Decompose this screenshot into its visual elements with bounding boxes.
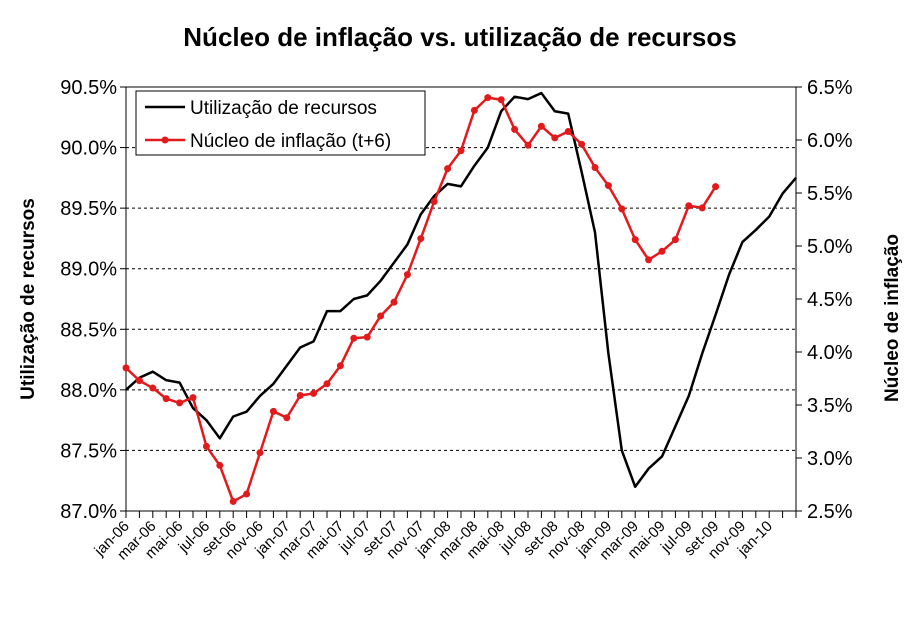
- y-right-tick-label: 6.5%: [807, 77, 853, 99]
- y-left-tick-label: 89.5%: [60, 198, 117, 220]
- y-right-tick-label: 4.0%: [807, 342, 853, 364]
- data-point-nucleo: [122, 364, 130, 372]
- data-point-nucleo: [631, 236, 639, 244]
- data-point-nucleo: [283, 414, 291, 422]
- data-point-nucleo: [618, 205, 626, 213]
- data-point-nucleo: [229, 497, 237, 505]
- data-point-nucleo: [658, 247, 666, 255]
- series-layer: [122, 91, 797, 505]
- data-point-nucleo: [189, 394, 197, 402]
- series-line-utilizacao: [125, 91, 797, 489]
- y-left-tick-label: 88.0%: [60, 380, 117, 402]
- data-point-nucleo: [202, 442, 210, 450]
- y-axis-right-label: Núcleo de inflação: [882, 234, 903, 402]
- legend-label-utilizacao: Utilização de recursos: [190, 98, 377, 119]
- data-point-nucleo: [363, 333, 371, 341]
- y-right-tick-label: 5.5%: [807, 183, 853, 205]
- data-point-nucleo: [403, 271, 411, 279]
- data-point-nucleo: [497, 96, 505, 104]
- legend: Utilização de recursos Núcleo de inflaçã…: [135, 90, 426, 156]
- data-point-nucleo: [269, 407, 277, 415]
- y-right-tick-label: 6.0%: [807, 130, 853, 152]
- data-point-nucleo: [524, 141, 532, 149]
- chart-title: Núcleo de inflação vs. utilização de rec…: [183, 22, 736, 52]
- y-right-tick-label: 3.5%: [807, 395, 853, 417]
- y-left-tick-label: 90.0%: [60, 138, 117, 160]
- data-point-nucleo: [470, 106, 478, 114]
- data-point-nucleo: [591, 164, 599, 172]
- legend-marker-nucleo: [161, 136, 169, 144]
- data-point-nucleo: [377, 312, 385, 320]
- data-point-nucleo: [243, 490, 251, 498]
- data-point-nucleo: [578, 140, 586, 148]
- data-point-nucleo: [685, 202, 693, 210]
- data-point-nucleo: [162, 395, 170, 403]
- data-point-nucleo: [149, 384, 157, 392]
- y-left-tick-label: 89.0%: [60, 259, 117, 281]
- data-point-nucleo: [135, 377, 143, 385]
- data-point-nucleo: [256, 449, 264, 457]
- data-point-nucleo: [417, 235, 425, 243]
- data-point-nucleo: [564, 128, 572, 136]
- data-point-nucleo: [350, 334, 358, 342]
- y-right-tick-label: 5.0%: [807, 236, 853, 258]
- data-point-nucleo: [430, 197, 438, 205]
- y-axis-left-label: Utilização de recursos: [18, 198, 39, 400]
- data-point-nucleo: [511, 125, 519, 133]
- data-point-nucleo: [698, 204, 706, 212]
- data-point-nucleo: [712, 183, 720, 191]
- data-point-nucleo: [671, 236, 679, 244]
- y-axis-left-ticks: 87.0% 87.5% 88.0% 88.5% 89.0% 89.5% 90.0% 90.5%: [60, 77, 126, 523]
- data-point-nucleo: [310, 389, 318, 397]
- y-right-tick-label: 4.5%: [807, 289, 853, 311]
- data-point-nucleo: [537, 122, 545, 130]
- y-left-tick-label: 87.5%: [60, 440, 117, 462]
- data-point-nucleo: [323, 380, 331, 388]
- data-point-nucleo: [296, 391, 304, 399]
- y-right-tick-label: 2.5%: [807, 501, 853, 523]
- y-left-tick-label: 87.0%: [60, 501, 117, 523]
- data-point-nucleo: [390, 298, 398, 306]
- data-point-nucleo: [551, 134, 559, 142]
- data-point-nucleo: [457, 147, 465, 155]
- series-line-nucleo: [125, 96, 717, 503]
- y-left-tick-label: 88.5%: [60, 319, 117, 341]
- data-point-nucleo: [216, 461, 224, 469]
- legend-label-nucleo: Núcleo de inflação (t+6): [190, 131, 391, 152]
- y-right-tick-label: 3.0%: [807, 448, 853, 470]
- x-axis-ticks: jan-06mar-06mai-06jul-06set-06nov-06jan-…: [91, 511, 797, 563]
- data-point-nucleo: [484, 94, 492, 102]
- data-point-nucleo: [604, 182, 612, 190]
- grid-lines: [126, 147, 796, 451]
- data-point-nucleo: [444, 165, 452, 173]
- data-point-nucleo: [645, 256, 653, 264]
- data-point-nucleo: [336, 362, 344, 370]
- y-left-tick-label: 90.5%: [60, 77, 117, 99]
- y-axis-right-ticks: 2.5% 3.0% 3.5% 4.0% 4.5% 5.0% 5.5% 6.0% 6.5%: [796, 77, 853, 523]
- data-point-nucleo: [176, 399, 184, 407]
- legend-box: [135, 90, 426, 156]
